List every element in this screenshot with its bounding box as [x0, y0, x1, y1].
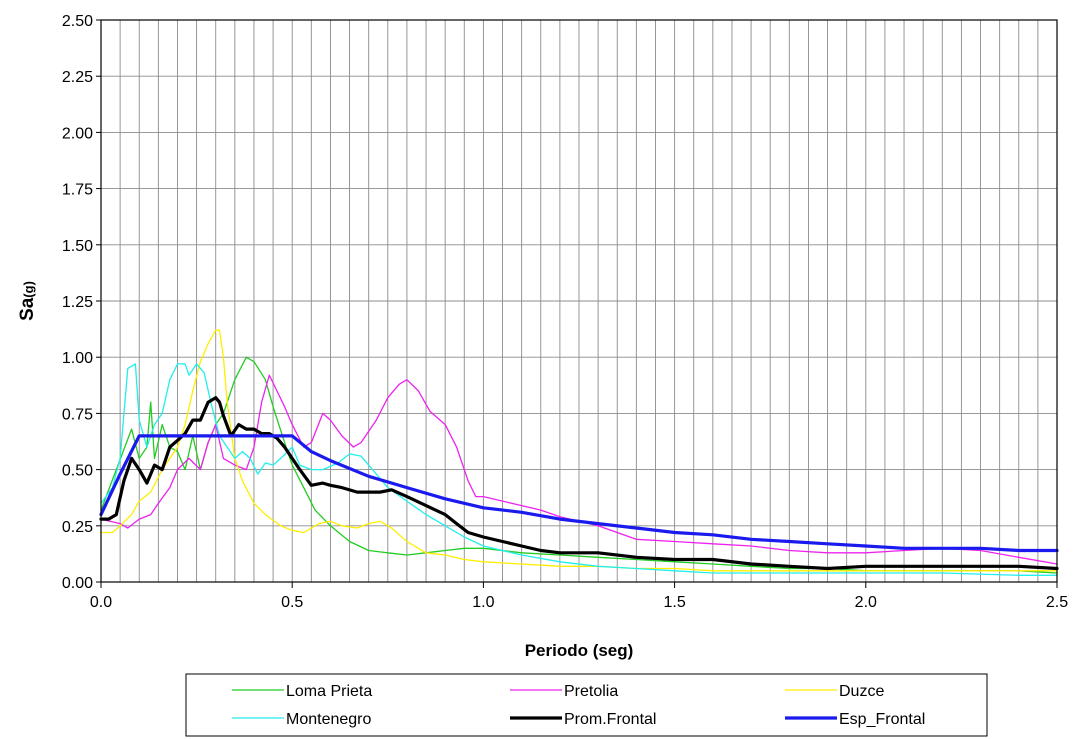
- series-lines: [99, 329, 1059, 576]
- y-tick-label: 1.25: [62, 294, 93, 311]
- y-tick-label: 0.25: [62, 519, 93, 536]
- series-line-pretolia: [100, 374, 1058, 565]
- y-axis-title-sub: (g): [21, 281, 36, 298]
- x-tick-label: 1.0: [472, 594, 494, 611]
- y-tick-label: 1.50: [62, 238, 93, 255]
- legend-item-loma-prieta: Loma Prieta: [232, 683, 372, 700]
- y-tick-label: 0.50: [62, 463, 93, 480]
- grid: [101, 20, 1057, 582]
- series-line-esp-frontal: [99, 434, 1059, 553]
- y-axis-ticks: 0.00 0.25 0.50 0.75 1.00 1.25 1.50 1.75 2.00 2.25…: [62, 13, 101, 592]
- y-tick-label: 2.00: [62, 125, 93, 142]
- legend-item-montenegro: Montenegro: [232, 711, 371, 728]
- x-axis-ticks: 0.0 0.5 1.0 1.5 2.0 2.5: [90, 582, 1068, 611]
- y-axis-title-main: Sa: [17, 297, 38, 321]
- legend: Loma Prieta Pretolia Duzce Montenegro Prom.F…: [185, 673, 988, 737]
- legend-label: Prom.Frontal: [564, 711, 656, 728]
- series-line-loma-prieta: [100, 356, 1058, 574]
- y-tick-label: 1.00: [62, 350, 93, 367]
- legend-box: [185, 673, 988, 737]
- x-tick-label: 2.5: [1046, 594, 1068, 611]
- series-line-montenegro: [100, 363, 1058, 576]
- legend-item-prom-frontal: Prom.Frontal: [510, 711, 656, 728]
- y-tick-label: 0.00: [62, 575, 93, 592]
- y-tick-label: 0.75: [62, 406, 93, 423]
- y-tick-label: 2.25: [62, 69, 93, 86]
- legend-item-duzce: Duzce: [785, 683, 884, 700]
- y-tick-label: 1.75: [62, 182, 93, 199]
- y-tick-label: 2.50: [62, 13, 93, 30]
- legend-label: Montenegro: [286, 711, 371, 728]
- x-axis-title: Periodo (seg): [525, 641, 634, 660]
- legend-label: Loma Prieta: [286, 683, 372, 700]
- x-tick-label: 0.0: [90, 594, 112, 611]
- legend-label: Esp_Frontal: [839, 711, 925, 728]
- legend-label: Pretolia: [564, 683, 618, 700]
- x-tick-label: 1.5: [663, 594, 685, 611]
- x-tick-label: 0.5: [281, 594, 303, 611]
- series-line-prom-frontal: [99, 396, 1059, 571]
- legend-label: Duzce: [839, 683, 884, 700]
- y-axis-title: Sa(g): [17, 281, 38, 321]
- legend-item-esp-frontal: Esp_Frontal: [785, 711, 925, 728]
- legend-item-pretolia: Pretolia: [510, 683, 618, 700]
- x-tick-label: 2.0: [855, 594, 877, 611]
